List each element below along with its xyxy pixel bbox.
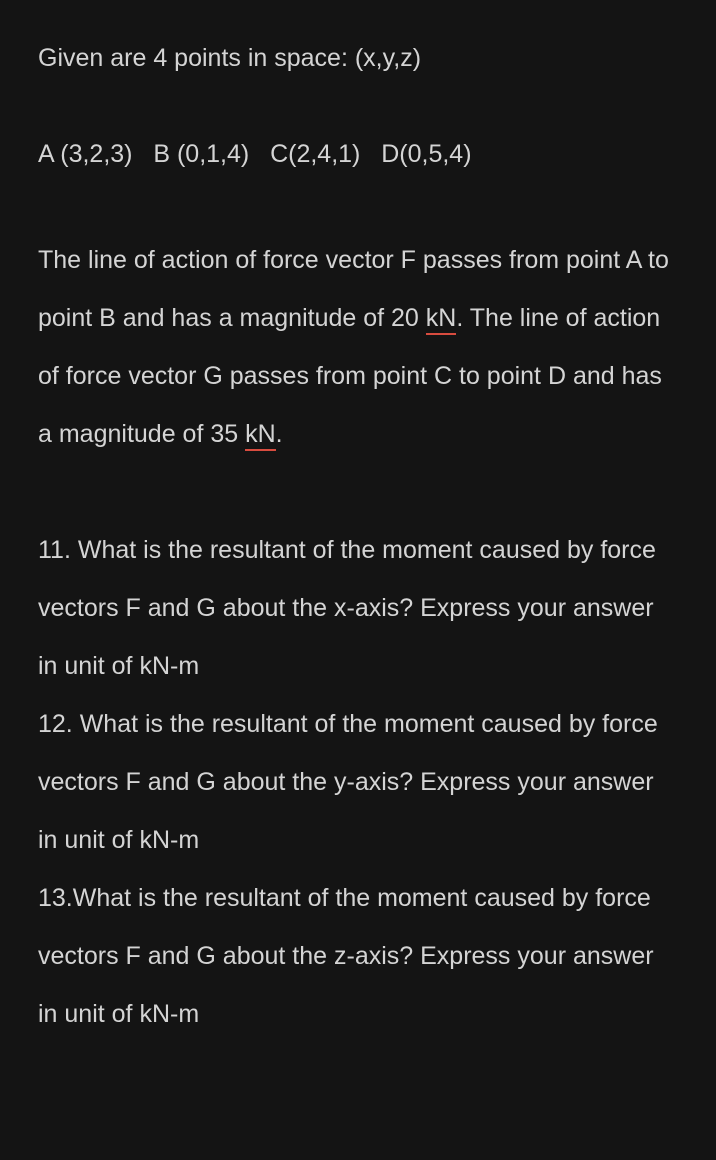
unit-kn-2: kN	[245, 420, 276, 451]
points-list: A (3,2,3) B (0,1,4) C(2,4,1) D(0,5,4)	[38, 136, 678, 174]
unit-kn-1: kN	[426, 304, 457, 335]
point-b: B (0,1,4)	[153, 140, 249, 168]
intro-text: Given are 4 points in space: (x,y,z)	[38, 40, 678, 78]
question-12: 12. What is the resultant of the moment …	[38, 695, 678, 869]
question-11: 11. What is the resultant of the moment …	[38, 521, 678, 695]
questions-block: 11. What is the resultant of the moment …	[38, 521, 678, 1043]
question-13: 13.What is the resultant of the moment c…	[38, 869, 678, 1043]
point-d: D(0,5,4)	[381, 140, 471, 168]
point-c: C(2,4,1)	[270, 140, 360, 168]
intro-line: Given are 4 points in space: (x,y,z)	[38, 44, 421, 72]
desc-part3: .	[276, 420, 283, 448]
point-a: A (3,2,3)	[38, 140, 133, 168]
description-paragraph: The line of action of force vector F pas…	[38, 231, 678, 463]
